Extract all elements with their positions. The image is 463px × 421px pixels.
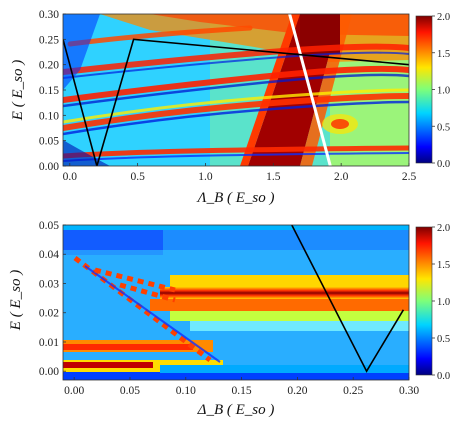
bottom-heatmap-panel: 0.00 0.05 0.10 0.15 0.20 0.25 0.30 0.000.010.0… [8, 220, 450, 418]
bottom-x-tick-label: 0.00 [64, 385, 84, 397]
top-y-tick-label: 0.05 [39, 136, 59, 148]
bottom-y-tick-label: 0.05 [39, 220, 59, 232]
top-y-tick-label: 0.15 [39, 85, 59, 97]
top-y-tick-label: 0.10 [39, 110, 59, 122]
bottom-x-tick-label: 0.25 [343, 385, 363, 397]
bottom-y-tick-label: 0.02 [39, 308, 59, 320]
bottom-x-tick-label: 0.15 [232, 385, 252, 397]
bottom-y-tick-label: 0.03 [39, 278, 59, 290]
top-colorbar-tick-label: 1.5 [437, 49, 450, 60]
bottom-colorbar-tick-label: 1.5 [437, 260, 450, 271]
top-colorbar: 0.0 0.5 1.0 1.5 2.0 [415, 12, 450, 170]
top-heatmap-panel: 0.0 0.5 1.0 1.5 2.0 2.5 0.000.050.100.150.200… [10, 9, 450, 206]
bottom-x-ticks: 0.00 0.05 0.10 0.15 0.20 0.25 0.30 [64, 377, 419, 397]
bottom-y-tick-label: 0.04 [39, 249, 59, 261]
top-colorbar-tick-label: 0.5 [437, 122, 450, 133]
top-y-tick-label: 0.30 [39, 9, 59, 21]
bottom-colorbar-tick-label: 0.0 [437, 371, 450, 382]
bottom-y-ticks: 0.00 0.01 0.02 0.03 0.04 0.05 [39, 220, 66, 378]
bottom-y-axis-label: E ( E_so ) [8, 270, 24, 331]
top-white-line [288, 14, 332, 166]
bottom-colorbar-tick-label: 0.5 [437, 334, 450, 345]
bottom-colorbar: 0.0 0.5 1.0 1.5 2.0 [415, 223, 450, 382]
bottom-black-line [291, 225, 405, 373]
top-y-tick-label: 0.00 [39, 161, 59, 173]
top-black-line [63, 38, 409, 166]
top-x-tick-label: 0.0 [63, 171, 78, 183]
bottom-x-tick-label: 0.30 [399, 385, 419, 397]
top-x-ticks: 0.0 0.5 1.0 1.5 2.0 2.5 [63, 163, 417, 183]
top-y-axis-label: E ( E_so ) [10, 60, 26, 121]
top-x-tick-label: 2.0 [334, 171, 349, 183]
top-colorbar-tick-label: 1.0 [437, 86, 450, 97]
bottom-y-tick-label: 0.01 [39, 337, 59, 349]
top-y-tick-label: 0.25 [39, 34, 59, 46]
top-x-tick-label: 1.0 [198, 171, 213, 183]
bottom-x-tick-label: 0.10 [176, 385, 196, 397]
top-colorbar-tick-label: 2.0 [437, 12, 450, 23]
bottom-x-axis-label: Δ_B ( E_so ) [197, 402, 275, 418]
top-x-tick-label: 1.5 [266, 171, 281, 183]
top-y-tick-label: 0.20 [39, 60, 59, 72]
top-x-axis-label: Λ_B ( E_so ) [196, 190, 275, 206]
bottom-x-tick-label: 0.20 [287, 385, 307, 397]
bottom-y-tick-label: 0.00 [39, 366, 59, 378]
top-colorbar-tick-label: 0.0 [437, 159, 450, 170]
top-x-tick-label: 2.5 [402, 171, 417, 183]
fan-bands [73, 256, 221, 363]
top-x-tick-label: 0.5 [130, 171, 145, 183]
bottom-heatmap-image [63, 225, 409, 380]
bottom-colorbar-tick-label: 2.0 [437, 223, 450, 234]
bottom-colorbar-tick-label: 1.0 [437, 297, 450, 308]
bottom-x-tick-label: 0.05 [120, 385, 140, 397]
top-y-ticks: 0.00 0.05 0.10 0.15 0.20 0.25 0.30 [39, 9, 66, 173]
top-heatmap-image [63, 14, 409, 166]
